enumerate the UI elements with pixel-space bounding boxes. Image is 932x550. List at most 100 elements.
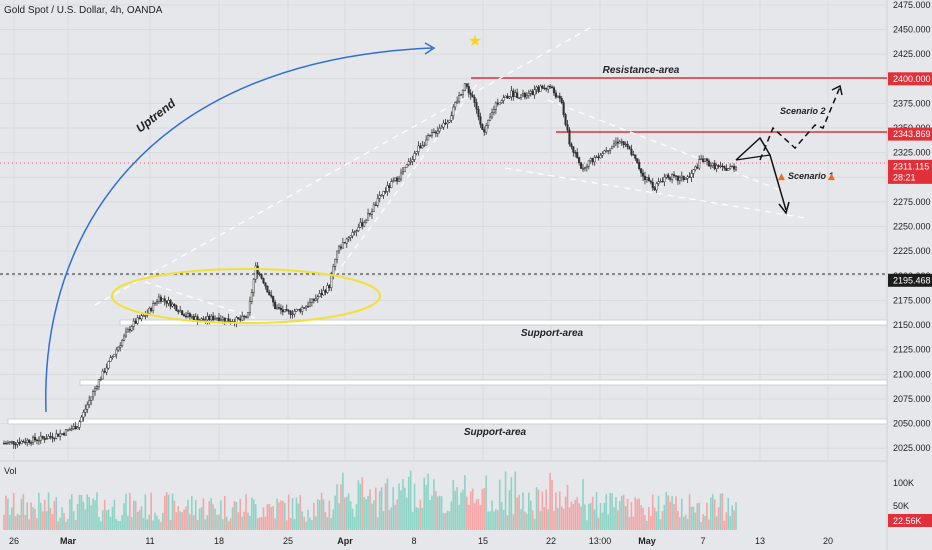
candle-body	[729, 166, 732, 169]
candle-body	[326, 285, 329, 293]
volume-bar	[613, 507, 615, 530]
candle-body	[43, 437, 46, 440]
candle-body	[227, 318, 230, 322]
volume-bar	[150, 492, 152, 530]
candle-body	[440, 126, 443, 129]
volume-bar	[688, 494, 691, 530]
scenario-1-label: Scenario 1	[788, 171, 834, 181]
candle-body	[39, 435, 42, 441]
volume-bar	[471, 488, 474, 530]
candle-body	[219, 319, 222, 321]
candle-body	[93, 388, 97, 392]
candle-body	[339, 246, 343, 249]
candle-body	[306, 305, 310, 308]
volume-bar	[477, 498, 480, 530]
volume-bar	[663, 504, 666, 530]
candle-body	[215, 317, 219, 319]
volume-bar	[109, 517, 112, 530]
volume-bar	[152, 520, 154, 530]
volume-bar	[448, 511, 451, 530]
candle-body	[394, 177, 397, 181]
candle-body	[589, 158, 592, 162]
candle-body	[463, 83, 466, 91]
candle-body	[322, 290, 325, 296]
candle-body	[572, 146, 575, 153]
candle-body	[413, 153, 416, 160]
volume-bar	[551, 480, 553, 530]
volume-bar	[216, 514, 218, 530]
candle-body	[628, 146, 631, 150]
candle-body	[370, 211, 373, 215]
candle-body	[734, 167, 738, 170]
support-area-label-lower: Support-area	[464, 427, 527, 438]
candle-body	[663, 176, 666, 183]
candle-body	[113, 353, 116, 357]
volume-bar	[45, 511, 48, 530]
volume-bar	[105, 510, 108, 530]
volume-bar	[86, 494, 89, 530]
candle-body	[336, 250, 339, 260]
candle-body	[59, 433, 62, 437]
candle-body	[552, 87, 556, 94]
volume-bar	[78, 494, 81, 530]
volume-bar	[5, 495, 7, 530]
volume-bar	[111, 506, 114, 530]
volume-bar	[67, 518, 69, 530]
volume-bar	[727, 497, 730, 530]
volume-bar	[165, 492, 168, 530]
volume-bar	[646, 520, 648, 530]
candle-body	[700, 158, 703, 160]
candle-body	[525, 95, 528, 98]
candle-body	[281, 309, 284, 313]
volume-bar	[351, 508, 354, 530]
candle-body	[159, 296, 162, 302]
candle-body	[692, 169, 695, 174]
candle-body	[204, 319, 207, 321]
volume-bar	[301, 511, 304, 530]
price-tick-label: 2025.000	[893, 443, 931, 453]
volume-bar	[524, 511, 526, 530]
volume-bar	[498, 479, 501, 530]
volume-bar	[9, 514, 11, 530]
volume-bar	[386, 478, 389, 530]
candle-body	[208, 316, 211, 321]
candle-body	[70, 428, 73, 430]
candle-body	[607, 150, 610, 152]
volume-tick-label: 100K	[893, 478, 914, 488]
volume-bar	[402, 478, 404, 530]
candle-body	[643, 176, 647, 181]
candle-body	[719, 165, 722, 168]
candle-body	[665, 174, 668, 178]
volume-bar	[582, 478, 584, 530]
candle-body	[636, 158, 639, 163]
volume-bar	[415, 507, 418, 530]
candle-body	[270, 294, 273, 297]
candle-body	[192, 316, 195, 321]
volume-bar	[142, 517, 145, 530]
volume-bar	[622, 494, 625, 530]
candle-body	[45, 438, 48, 440]
candle-body	[210, 315, 213, 321]
volume-bar	[371, 503, 373, 530]
volume-bar	[30, 502, 32, 530]
price-tick-label: 2250.000	[893, 222, 931, 232]
candle-body	[547, 86, 550, 90]
volume-last-label: 22.56K	[893, 516, 922, 526]
candle-body	[481, 124, 484, 130]
volume-bar	[326, 517, 329, 530]
candle-body	[279, 307, 282, 311]
volume-bar	[456, 486, 458, 530]
volume-bar	[711, 494, 714, 530]
candle-body	[512, 90, 515, 97]
candle-body	[223, 317, 226, 322]
candle-body	[126, 329, 129, 333]
candle-body	[709, 165, 712, 167]
candle-body	[310, 298, 313, 303]
volume-bar	[94, 500, 96, 530]
volume-bar	[427, 473, 429, 530]
volume-bar	[63, 513, 65, 530]
volume-bar	[334, 495, 336, 530]
candle-body	[183, 314, 186, 317]
candle-body	[713, 162, 716, 170]
candle-body	[258, 273, 261, 275]
